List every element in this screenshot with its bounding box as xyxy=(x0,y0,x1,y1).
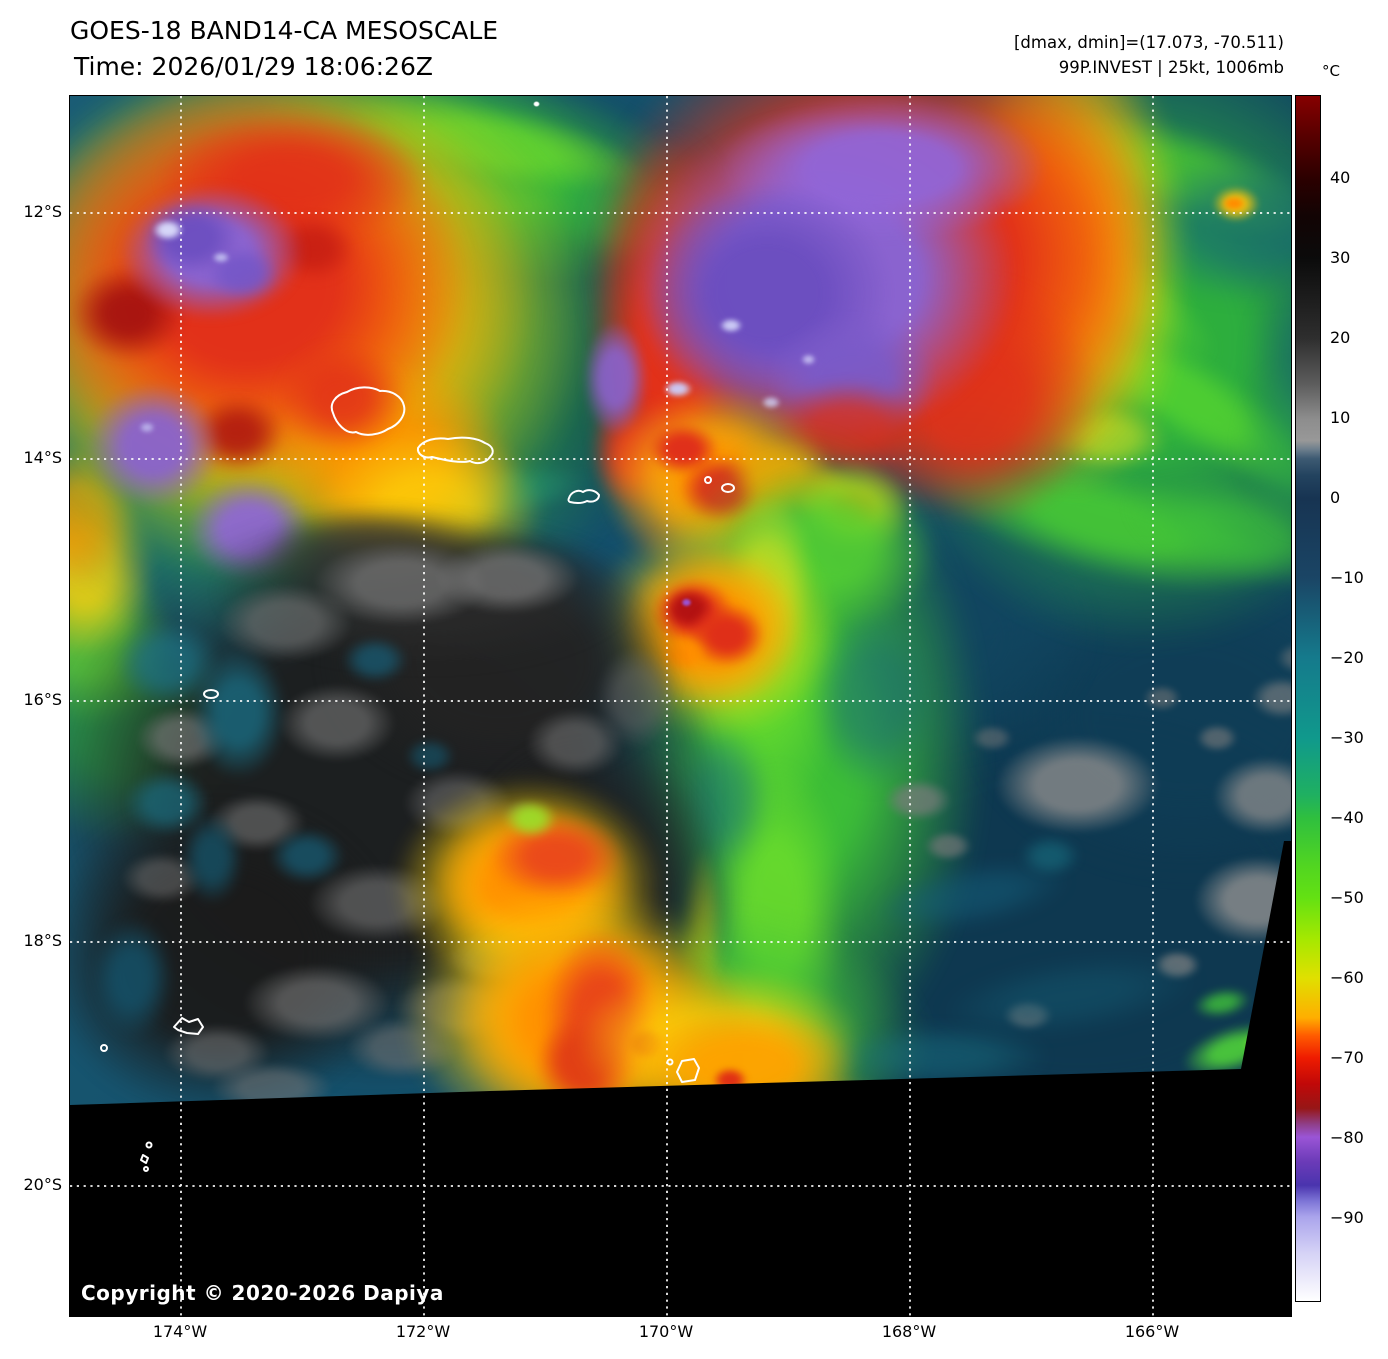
colorbar-tick-label: −60 xyxy=(1330,968,1364,988)
lon-tick-label: 168°W xyxy=(881,1322,937,1341)
colorbar-tick-label: 40 xyxy=(1330,168,1351,188)
island-vavau xyxy=(173,1017,204,1035)
colorbar-tick-label: −40 xyxy=(1330,808,1364,828)
island-manua-1 xyxy=(704,476,712,484)
island-tutuila xyxy=(567,489,600,504)
lat-tick-label: 14°S xyxy=(23,448,62,468)
colorbar-tick-label: −20 xyxy=(1330,648,1364,668)
lat-tick-label: 12°S xyxy=(23,202,62,222)
copyright-watermark: Copyright © 2020-2026 Dapiya xyxy=(81,1281,444,1305)
map-overlay xyxy=(70,96,1291,1316)
lon-tick-label: 174°W xyxy=(152,1322,208,1341)
satellite-map: Copyright © 2020-2026 Dapiya xyxy=(69,95,1292,1317)
island-upolu xyxy=(416,436,494,465)
storm-info: 99P.INVEST | 25kt, 1006mb xyxy=(1058,58,1284,77)
colorbar-tick-label: −80 xyxy=(1330,1128,1364,1148)
lon-tick-label: 166°W xyxy=(1124,1322,1180,1341)
colorbar-tick-label: −10 xyxy=(1330,568,1364,588)
lat-tick-label: 18°S xyxy=(23,931,62,951)
header-info: [dmax, dmin]=(17.073, -70.511) 99P.INVEST… xyxy=(1014,30,1284,80)
page-title: GOES-18 BAND14-CA MESOSCALE xyxy=(70,16,499,45)
colorbar-tick-label: 20 xyxy=(1330,328,1351,348)
colorbar-tick-label: −70 xyxy=(1330,1048,1364,1068)
island-dot-west xyxy=(100,1044,108,1052)
colorbar-tick-label: −50 xyxy=(1330,888,1364,908)
island-niuafoou xyxy=(203,689,219,699)
lat-tick-label: 20°S xyxy=(23,1175,62,1195)
island-haapai-3 xyxy=(143,1166,149,1172)
lon-tick-label: 170°W xyxy=(638,1322,694,1341)
island-outlines xyxy=(100,386,735,1172)
colorbar-tick-label: −90 xyxy=(1330,1208,1364,1228)
colorbar xyxy=(1295,95,1321,1302)
colorbar-tick-label: 0 xyxy=(1330,488,1341,508)
colorbar-tick-label: −30 xyxy=(1330,728,1364,748)
lat-tick-label: 16°S xyxy=(23,690,62,710)
island-niue xyxy=(676,1058,700,1083)
colorbar-tick-label: 10 xyxy=(1330,408,1351,428)
lon-tick-label: 172°W xyxy=(395,1322,451,1341)
colorbar-tick-label: 30 xyxy=(1330,248,1351,268)
island-manua-2 xyxy=(721,483,735,493)
colorbar-unit-label: °C xyxy=(1322,62,1340,80)
island-haapai-2 xyxy=(140,1154,149,1164)
island-savaii xyxy=(330,386,406,436)
island-dot-niue xyxy=(666,1058,674,1066)
dmax-dmin-info: [dmax, dmin]=(17.073, -70.511) xyxy=(1014,33,1284,52)
timestamp: Time: 2026/01/29 18:06:26Z xyxy=(74,52,433,81)
island-haapai-1 xyxy=(145,1141,153,1149)
